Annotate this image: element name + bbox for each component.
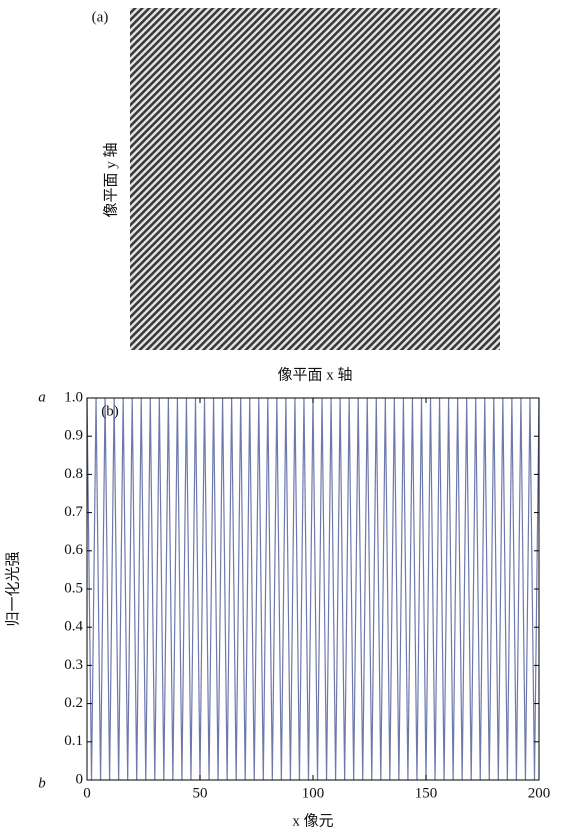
x-tick-label: 50 — [193, 785, 208, 801]
y-axis-label: 像平面 y 轴 — [102, 142, 119, 217]
x-axis-label: 像平面 x 轴 — [277, 366, 352, 383]
y-tick-label: 0.7 — [64, 504, 83, 520]
plot-frame — [87, 398, 539, 780]
panel-label: (b) — [101, 403, 119, 419]
annotation: a — [38, 389, 46, 405]
x-tick-label: 200 — [528, 785, 551, 801]
page: (a) 像平面 x 轴 像平面 y 轴 0 0.1 0.2 0.3 0.4 0.5 0.6 0.7 0… — [0, 0, 566, 840]
y-tick-label: 0.4 — [64, 619, 83, 635]
fringe-image — [130, 8, 500, 350]
intensity-line — [87, 398, 539, 780]
x-axis-label: x 像元 — [292, 812, 333, 829]
y-tick-label: 1.0 — [64, 389, 83, 405]
y-tick-label: 0.5 — [64, 580, 83, 596]
y-tick-label: 0.1 — [64, 733, 83, 749]
panel-label: (a) — [92, 9, 109, 25]
y-tick-label: 0.2 — [64, 695, 83, 711]
x-tick-label: 150 — [415, 785, 438, 801]
figure: (a) 像平面 x 轴 像平面 y 轴 0 0.1 0.2 0.3 0.4 0.5 0.6 0.7 0… — [0, 0, 566, 840]
y-tick-label: 0.8 — [64, 466, 83, 482]
y-tick-label: 0 — [76, 771, 84, 787]
y-tick-label: 0.3 — [64, 657, 83, 673]
x-tick-label: 100 — [302, 785, 325, 801]
y-tick-label: 0.6 — [64, 542, 83, 558]
y-tick-label: 0.9 — [64, 428, 83, 444]
y-axis-label: 归一化光强 — [4, 551, 21, 626]
x-tick-label: 0 — [83, 785, 91, 801]
annotation: b — [38, 775, 46, 791]
